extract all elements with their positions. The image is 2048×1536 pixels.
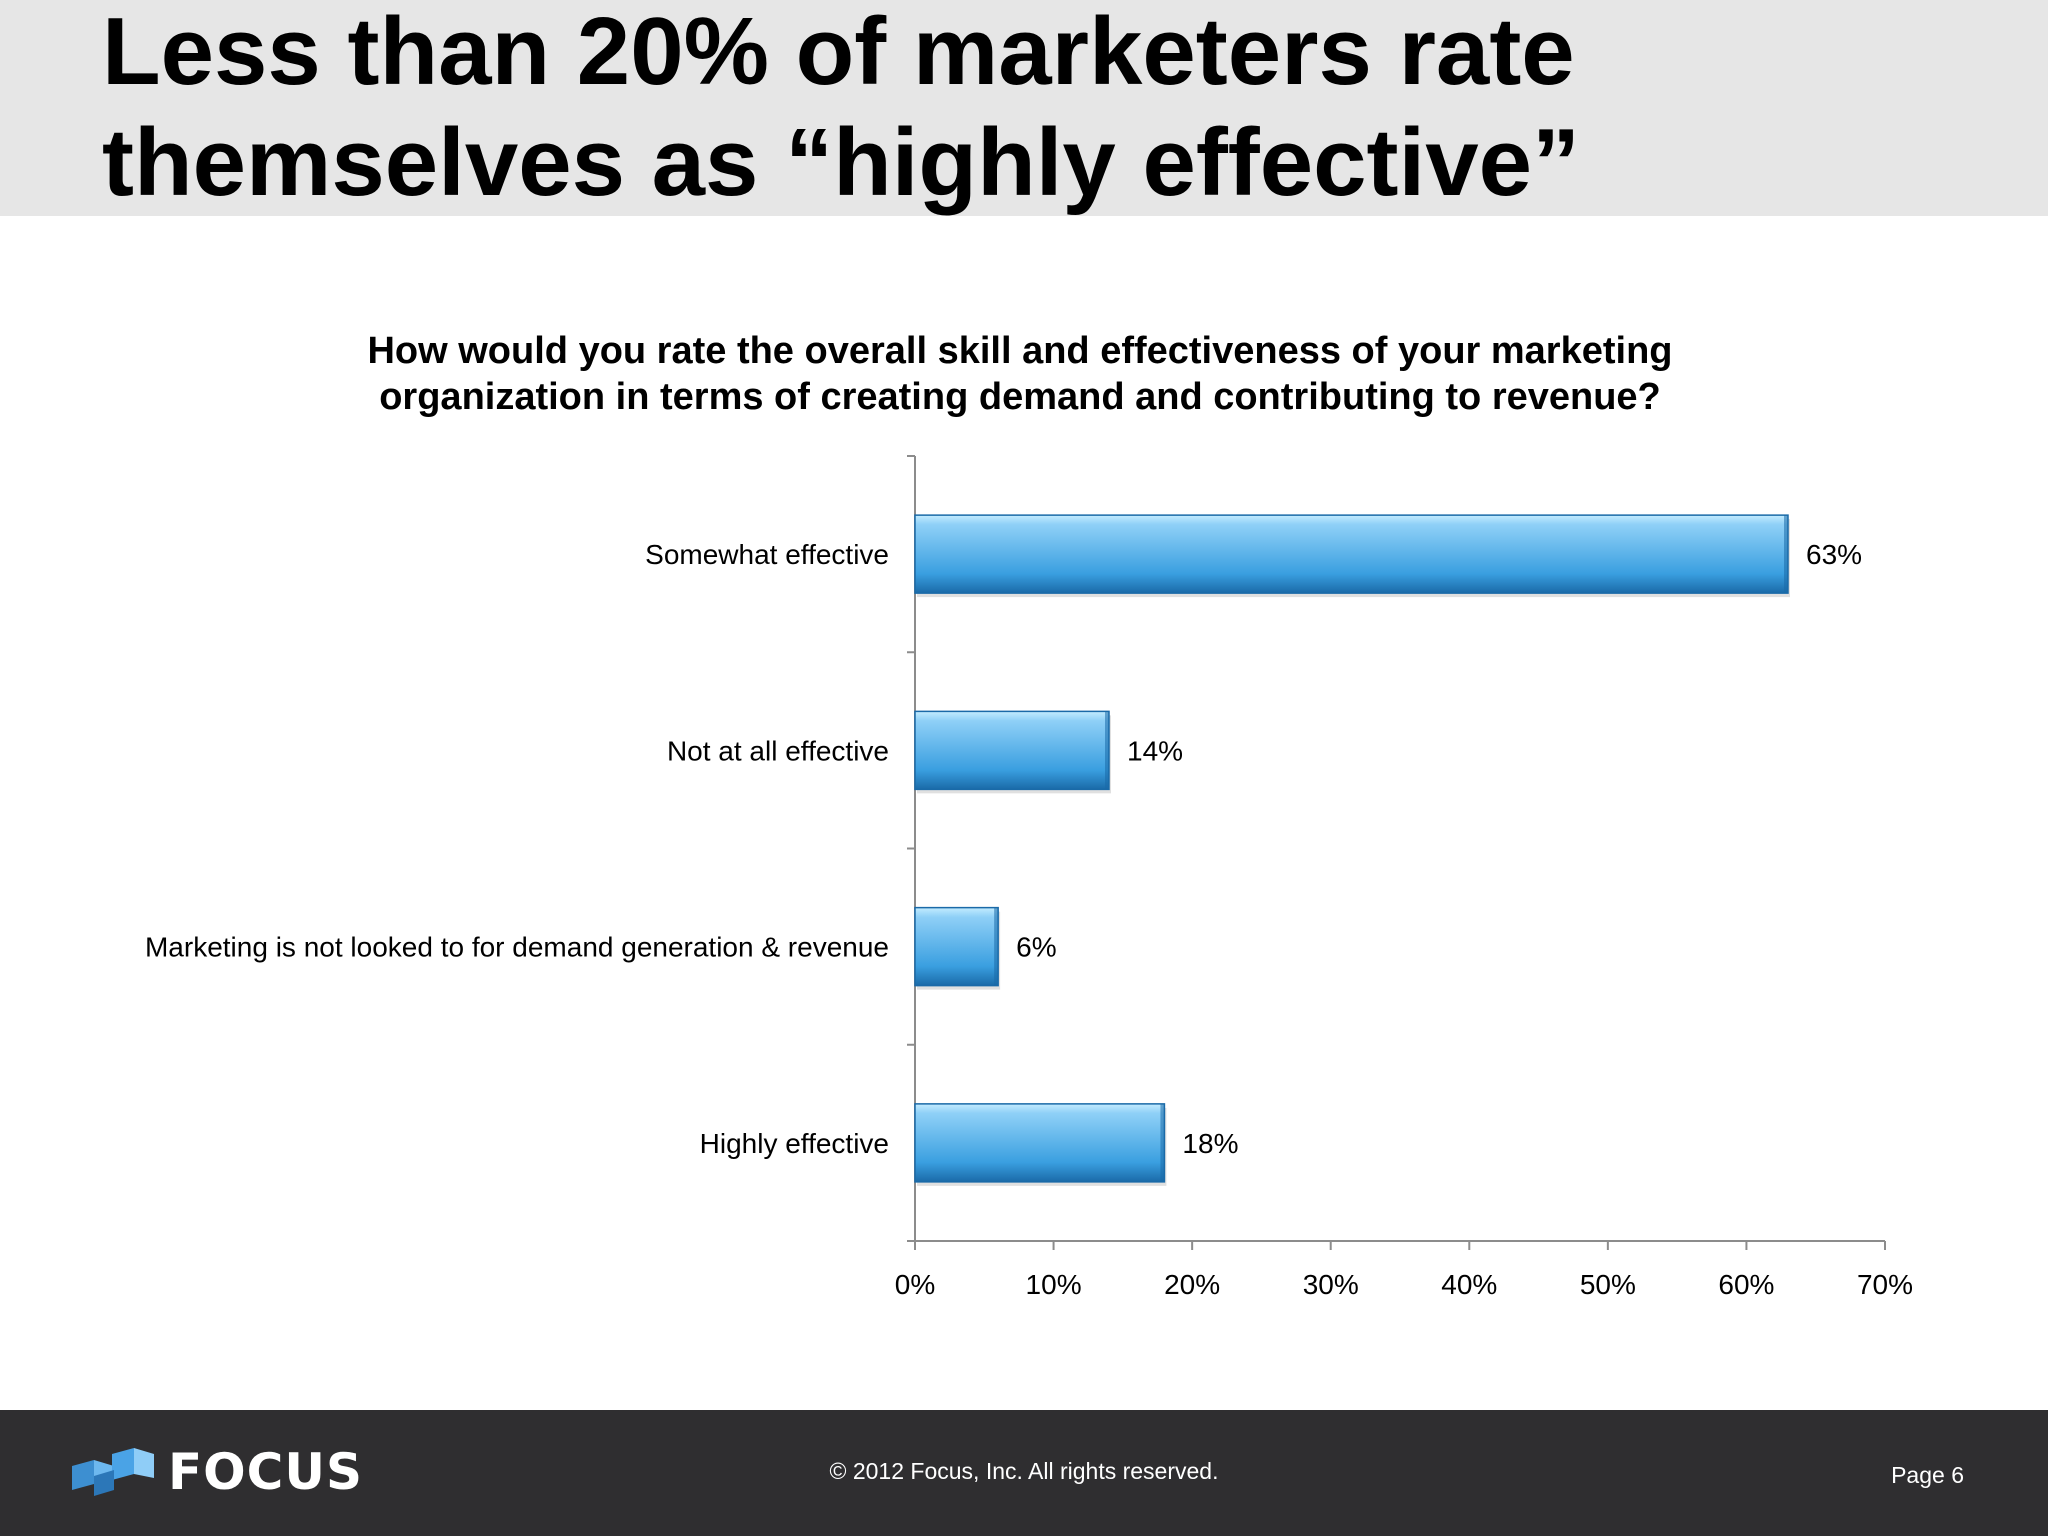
chart-title: How would you rate the overall skill and… — [240, 328, 1800, 420]
title-bar: Less than 20% of marketers rate themselv… — [0, 0, 2048, 216]
bar — [914, 1103, 1166, 1183]
category-label: Somewhat effective — [645, 539, 889, 570]
bar — [914, 710, 1110, 791]
category-label: Not at all effective — [667, 735, 889, 766]
bar-end-bevel — [1160, 1103, 1165, 1182]
bar-end-bevel — [1784, 515, 1788, 594]
data-label: 63% — [1806, 539, 1862, 570]
x-tick-label: 10% — [1026, 1269, 1082, 1300]
x-tick-label: 50% — [1580, 1269, 1636, 1300]
x-tick-label: 0% — [895, 1269, 935, 1300]
bar-chart: 0% 10% 20% 30% 40% 50% 60% 70% Somewhat effectiv… — [145, 455, 1913, 1300]
bar-end-bevel — [994, 907, 999, 986]
page-number: Page 6 — [1891, 1462, 1964, 1488]
bar — [914, 514, 1789, 594]
x-tick-label: 20% — [1164, 1269, 1220, 1300]
data-label: 18% — [1182, 1128, 1238, 1159]
slide-title-line-2: themselves as “highly effective” — [102, 109, 1580, 216]
footer: FOCUS © 2012 Focus, Inc. All rights rese… — [0, 1410, 2048, 1536]
focus-logo-mark-icon — [72, 1448, 154, 1496]
copyright-text: © 2012 Focus, Inc. All rights reserved. — [829, 1458, 1219, 1484]
x-tick-label: 60% — [1718, 1269, 1774, 1300]
category-label: Highly effective — [700, 1128, 889, 1159]
category-label: Marketing is not looked to for demand ge… — [145, 932, 889, 963]
chart-title-line-1: How would you rate the overall skill and… — [367, 330, 1673, 372]
x-tick-label: 70% — [1857, 1269, 1913, 1300]
x-tick-label: 40% — [1441, 1269, 1497, 1300]
data-label: 14% — [1127, 735, 1183, 766]
chart-title-line-2: organization in terms of creating demand… — [379, 376, 1661, 418]
focus-logo-text: FOCUS — [168, 1443, 363, 1501]
x-tick-label: 30% — [1303, 1269, 1359, 1300]
data-label: 6% — [1016, 932, 1056, 963]
slide-title-line-1: Less than 20% of marketers rate — [102, 0, 1575, 105]
bar-end-bevel — [1105, 711, 1109, 790]
bar — [914, 906, 999, 987]
slide-title: Less than 20% of marketers rate themselv… — [102, 0, 1902, 218]
